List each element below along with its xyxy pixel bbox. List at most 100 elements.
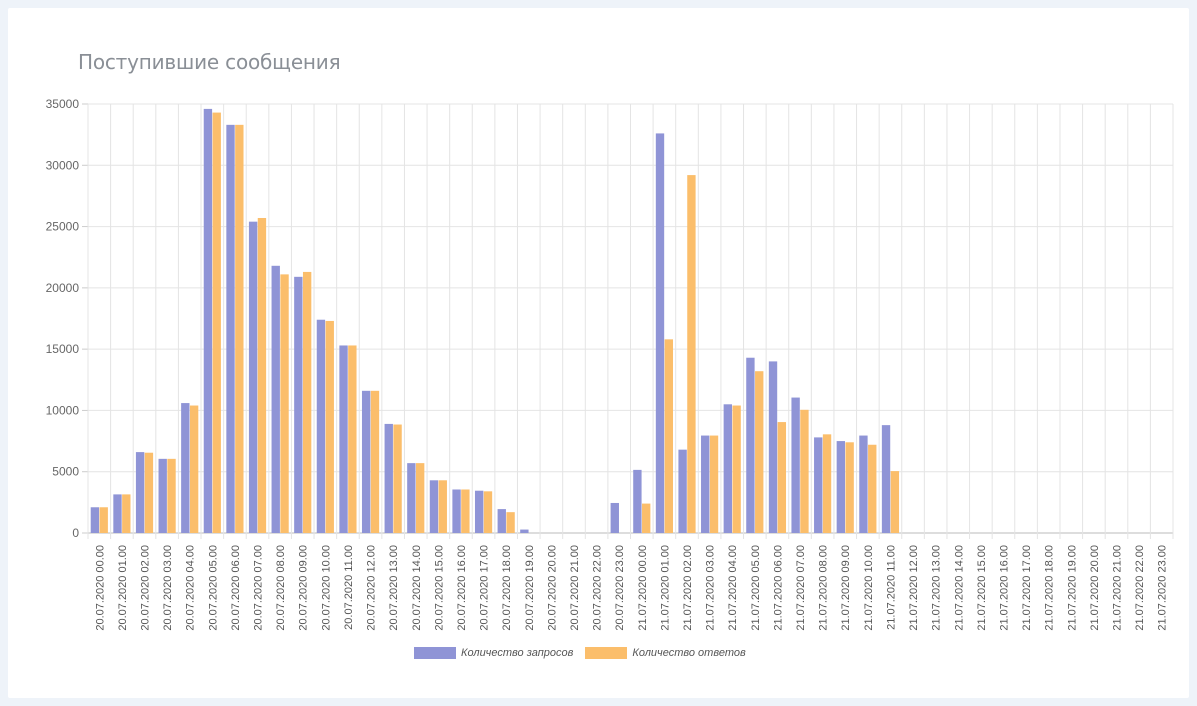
bar-responses[interactable] — [212, 112, 221, 533]
bar-responses[interactable] — [438, 480, 447, 533]
x-tick-label: 21.07.2020 18.00 — [1044, 545, 1056, 631]
bar-requests[interactable] — [339, 345, 348, 533]
bar-responses[interactable] — [235, 124, 244, 533]
bar-requests[interactable] — [791, 397, 800, 533]
x-tick-label: 20.07.2020 07.00 — [253, 545, 265, 631]
bar-requests[interactable] — [836, 441, 846, 533]
bar-requests[interactable] — [90, 507, 100, 533]
bar-responses[interactable] — [257, 217, 267, 533]
bar-requests[interactable] — [814, 437, 823, 533]
bar-responses[interactable] — [845, 442, 854, 533]
bar-requests[interactable] — [135, 452, 145, 533]
bar-requests[interactable] — [768, 361, 778, 533]
x-tick-label: 21.07.2020 07.00 — [795, 545, 807, 631]
bar-requests[interactable] — [520, 529, 529, 533]
x-tick-label: 20.07.2020 06.00 — [230, 545, 242, 631]
chart-title: Поступившие сообщения — [78, 50, 341, 74]
x-tick-label: 21.07.2020 21.00 — [1111, 545, 1123, 631]
bar-responses[interactable] — [99, 507, 108, 533]
bar-responses[interactable] — [732, 405, 741, 533]
bar-responses[interactable] — [461, 489, 470, 533]
bar-responses[interactable] — [280, 274, 289, 533]
bar-responses[interactable] — [348, 345, 357, 533]
x-tick-label: 20.07.2020 02.00 — [140, 545, 152, 631]
y-tick-label: 20000 — [46, 281, 80, 295]
x-tick-label: 20.07.2020 15.00 — [433, 545, 445, 631]
bar-requests[interactable] — [746, 357, 755, 533]
x-tick-label: 20.07.2020 16.00 — [456, 545, 468, 631]
x-tick-label: 21.07.2020 09.00 — [840, 545, 852, 631]
bar-responses[interactable] — [325, 320, 334, 533]
bar-requests[interactable] — [474, 490, 484, 533]
bar-responses[interactable] — [755, 371, 764, 533]
legend-item-responses[interactable]: Количество ответов — [585, 647, 746, 659]
bar-responses[interactable] — [506, 512, 515, 533]
bar-responses[interactable] — [777, 422, 787, 533]
bar-requests[interactable] — [271, 265, 280, 533]
bar-requests[interactable] — [113, 494, 122, 533]
bar-requests[interactable] — [203, 108, 213, 533]
x-tick-label: 20.07.2020 13.00 — [388, 545, 400, 631]
x-tick-label: 20.07.2020 04.00 — [185, 545, 197, 631]
bar-responses[interactable] — [664, 339, 673, 533]
y-tick-label: 30000 — [46, 158, 80, 172]
x-tick-label: 21.07.2020 12.00 — [908, 545, 920, 631]
x-tick-label: 21.07.2020 08.00 — [818, 545, 830, 631]
bar-requests[interactable] — [316, 319, 326, 533]
bar-requests[interactable] — [610, 502, 619, 533]
bar-responses[interactable] — [370, 390, 380, 533]
bar-requests[interactable] — [248, 221, 258, 533]
bar-responses[interactable] — [302, 271, 312, 533]
y-tick-label: 15000 — [46, 342, 80, 356]
bar-requests[interactable] — [452, 489, 461, 533]
bar-requests[interactable] — [497, 509, 506, 533]
x-tick-label: 20.07.2020 17.00 — [479, 545, 491, 631]
x-tick-label: 20.07.2020 18.00 — [501, 545, 513, 631]
bar-requests[interactable] — [723, 404, 732, 533]
x-tick-label: 21.07.2020 11.00 — [885, 545, 897, 630]
x-tick-label: 20.07.2020 22.00 — [592, 545, 604, 631]
bar-requests[interactable] — [294, 276, 303, 533]
bar-responses[interactable] — [122, 494, 131, 533]
x-tick-label: 21.07.2020 22.00 — [1134, 545, 1146, 631]
bar-responses[interactable] — [642, 503, 651, 533]
bar-requests[interactable] — [361, 390, 371, 533]
x-tick-label: 20.07.2020 00.00 — [94, 545, 106, 631]
bar-requests[interactable] — [429, 480, 439, 533]
bar-requests[interactable] — [158, 458, 167, 533]
bar-responses[interactable] — [144, 452, 154, 533]
x-tick-label: 20.07.2020 19.00 — [524, 545, 536, 631]
x-tick-label: 20.07.2020 05.00 — [207, 545, 219, 631]
bar-responses[interactable] — [800, 409, 809, 533]
bar-requests[interactable] — [407, 463, 416, 533]
x-tick-label: 20.07.2020 21.00 — [569, 545, 581, 631]
bar-requests[interactable] — [226, 124, 235, 533]
bar-responses[interactable] — [483, 491, 493, 533]
bar-responses[interactable] — [709, 435, 719, 533]
bar-requests[interactable] — [678, 449, 687, 533]
y-tick-label: 25000 — [46, 220, 80, 234]
bar-requests[interactable] — [384, 423, 393, 533]
bar-responses[interactable] — [822, 434, 832, 533]
bar-requests[interactable] — [701, 435, 710, 533]
bar-responses[interactable] — [415, 463, 425, 533]
bar-responses[interactable] — [393, 424, 402, 533]
bar-responses[interactable] — [687, 175, 696, 533]
bar-responses[interactable] — [868, 444, 877, 533]
y-tick-label: 0 — [72, 526, 79, 540]
x-tick-label: 21.07.2020 23.00 — [1157, 545, 1169, 631]
bar-requests[interactable] — [881, 425, 891, 533]
x-tick-label: 21.07.2020 10.00 — [863, 545, 875, 631]
bar-requests[interactable] — [181, 403, 190, 533]
bar-requests[interactable] — [633, 469, 642, 533]
legend-label-responses: Количество ответов — [632, 647, 746, 659]
legend-item-requests[interactable]: Количество запросов — [414, 647, 573, 659]
x-tick-label: 20.07.2020 23.00 — [614, 545, 626, 631]
legend-label-requests: Количество запросов — [461, 647, 574, 659]
bar-responses[interactable] — [890, 471, 900, 533]
bar-responses[interactable] — [189, 405, 199, 533]
bar-requests[interactable] — [859, 435, 868, 533]
bar-responses[interactable] — [167, 458, 176, 533]
x-tick-label: 21.07.2020 17.00 — [1021, 545, 1033, 631]
bar-requests[interactable] — [655, 133, 665, 533]
